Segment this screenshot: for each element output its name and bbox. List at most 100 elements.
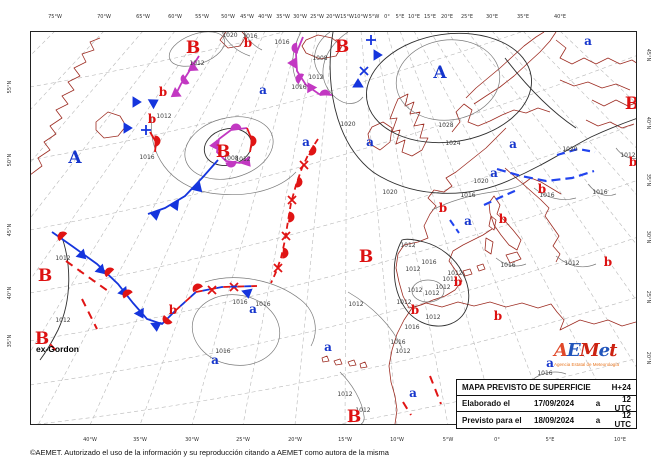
isobar-curve xyxy=(411,279,445,303)
isobar-label: 1024 xyxy=(445,140,460,147)
tick-label-right: 40°N xyxy=(645,117,651,130)
graticule-meridian xyxy=(430,32,636,367)
stationary-front-west-atlantic-symbol xyxy=(104,267,115,278)
warm-front-fragment-labrador-symbol xyxy=(154,135,161,147)
stationary-front-west-atlantic-symbol xyxy=(75,248,87,260)
isobar-label: 1012 xyxy=(435,284,450,291)
tick-label-top: 65°W xyxy=(136,14,150,20)
isobar-label: 1020 xyxy=(473,178,488,185)
coastline-path xyxy=(522,177,562,195)
graticule-parallel xyxy=(31,237,636,386)
frontogenesis-line-biscay-symbol xyxy=(295,176,303,188)
instability-line-balkans-south-line xyxy=(483,188,518,206)
stationary-front-west-atlantic-line xyxy=(51,231,176,326)
squall-line-norwegian-sea-symbol xyxy=(359,66,369,76)
squall-line-norwegian-sea-symbol xyxy=(373,49,383,61)
graticule-parallel xyxy=(31,55,636,231)
isobar-curve xyxy=(39,231,70,361)
isobar-curve xyxy=(168,32,226,67)
isobar-label: 1016 xyxy=(232,299,247,306)
coastline-path xyxy=(301,34,343,60)
tick-label-top: 75°W xyxy=(48,14,62,20)
pressure-center-low: b xyxy=(244,36,252,50)
instability-line-balkans-north-line xyxy=(496,167,595,183)
graticule-meridian xyxy=(294,32,334,424)
isobar-curve xyxy=(531,371,567,381)
isobar-curve xyxy=(184,116,274,180)
tick-label-top: 0° xyxy=(384,14,390,20)
trough-line-4-line xyxy=(429,375,442,405)
isobar-label: 1016 xyxy=(390,339,405,346)
tick-label-left: 45°N xyxy=(7,223,13,236)
pressure-center-low: b xyxy=(159,85,167,99)
coastline-path xyxy=(505,251,522,264)
tick-label-top: 35°E xyxy=(517,14,529,20)
occluded-front-iceland-symbol xyxy=(295,73,305,84)
frontogenesis-line-biscay-symbol xyxy=(273,263,283,273)
instability-line-gulf-of-lion-line xyxy=(449,219,460,234)
tick-label-bottom: 5°W xyxy=(443,437,454,443)
isobar-label: 1012 xyxy=(156,113,171,120)
stationary-front-west-atlantic-symbol xyxy=(133,307,144,319)
graticule-meridian xyxy=(492,32,636,195)
isobar-curve xyxy=(150,115,297,196)
graticule-parallel xyxy=(31,32,285,88)
tick-label-left: 35°N xyxy=(7,334,13,347)
coastline-path xyxy=(31,37,101,175)
tick-label-bottom: 35°W xyxy=(133,437,147,443)
isobar-label: 1016 xyxy=(500,262,515,269)
isobar-label: 1016 xyxy=(539,192,554,199)
frontogenesis-line-biscay-symbol xyxy=(299,160,309,170)
pressure-center-low: b xyxy=(494,309,502,323)
tick-label-left: 55°N xyxy=(7,80,13,93)
isobar-curve xyxy=(504,57,577,129)
pressure-center-high: a xyxy=(211,353,219,367)
frontolysis-line-red-symbol xyxy=(207,285,217,295)
squall-symbols-labrador-symbol xyxy=(123,122,133,134)
graticule-meridian xyxy=(38,32,247,424)
isobar-label: 1012 xyxy=(55,255,70,262)
coastline-path xyxy=(395,127,507,309)
stationary-front-west-atlantic-symbol xyxy=(94,263,106,275)
aemet-logo-letter: e xyxy=(598,340,610,361)
aemet-logo-wordmark: AEMet xyxy=(554,340,619,361)
pressure-center-low: B xyxy=(216,142,230,162)
isobar-label: 1012 xyxy=(308,74,323,81)
stationary-front-west-atlantic-symbol xyxy=(162,315,173,325)
pressure-center-low: B xyxy=(38,266,52,286)
occluded-front-iceland-symbol xyxy=(319,89,331,96)
isobar-curve xyxy=(243,32,263,51)
coastline-path xyxy=(591,99,636,107)
isobar-label: 1012 xyxy=(400,242,415,249)
isobar-curve xyxy=(533,187,577,200)
isobar-label: 1016 xyxy=(255,301,270,308)
isobar-label: 1016 xyxy=(291,84,306,91)
aemet-logo-letter: E xyxy=(566,340,581,361)
tick-label-left: 40°N xyxy=(7,286,13,299)
trough-line-5-line xyxy=(402,401,412,416)
isobar-label: 1012 xyxy=(564,260,579,267)
pressure-center-high: a xyxy=(302,135,310,149)
stationary-front-west-atlantic-symbol xyxy=(150,322,162,332)
coastline-path xyxy=(367,121,393,151)
graticule-meridian xyxy=(523,32,636,148)
tick-label-top: 5°E xyxy=(396,14,405,20)
stationary-front-west-atlantic-symbol xyxy=(57,231,68,242)
pressure-center-high: a xyxy=(490,166,498,180)
isobar-curve xyxy=(191,294,281,366)
coastline-path xyxy=(559,79,631,91)
graticule-parallel xyxy=(31,123,636,294)
tick-label-top: 15°W xyxy=(340,14,354,20)
cold-front-atlantic-low-symbol xyxy=(191,181,203,193)
isobar-curve xyxy=(221,32,251,57)
graticule-meridian xyxy=(191,32,301,424)
isobar-label: 1016 xyxy=(404,324,419,331)
isobar-label: 1020 xyxy=(340,121,355,128)
aemet-logo-letter: M xyxy=(579,340,600,361)
instability-line-aegean-line xyxy=(556,147,596,157)
occluded-front-iceland-symbol xyxy=(287,57,297,69)
frontogenesis-line-biscay-symbol xyxy=(281,231,291,241)
pressure-center-low: B xyxy=(186,38,200,58)
